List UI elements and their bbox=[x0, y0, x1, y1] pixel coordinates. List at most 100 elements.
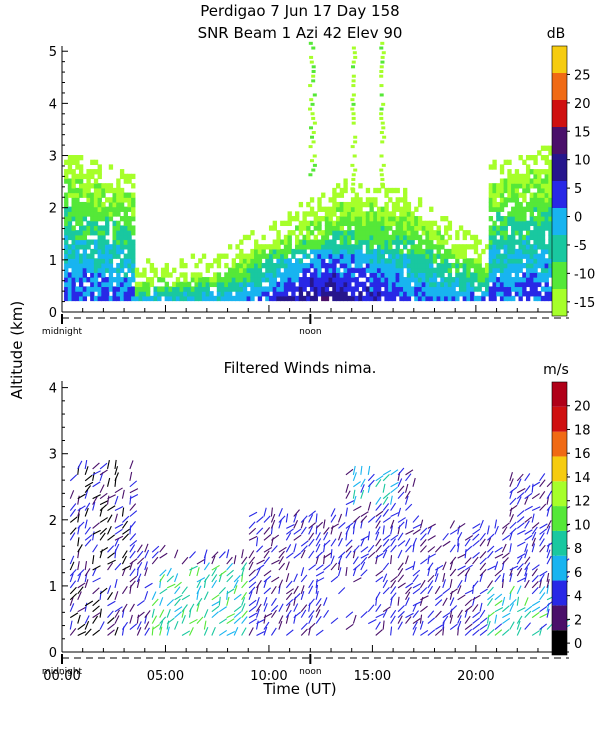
snr-cell bbox=[376, 187, 382, 194]
snr-cell bbox=[417, 244, 423, 250]
snr-cell bbox=[280, 286, 285, 292]
snr-cell bbox=[239, 295, 244, 302]
snr-cell bbox=[291, 286, 296, 292]
snr-cell bbox=[75, 244, 80, 250]
snr-cell bbox=[492, 286, 497, 292]
snr-cell bbox=[347, 262, 352, 269]
wind-barb bbox=[77, 505, 86, 512]
snr-cell bbox=[119, 248, 125, 255]
wind-barb bbox=[256, 516, 264, 523]
snr-cell bbox=[78, 234, 84, 241]
snr-cell bbox=[339, 187, 345, 194]
snr-cell bbox=[525, 220, 531, 227]
snr-cell bbox=[496, 230, 501, 236]
snr-cell bbox=[362, 211, 367, 217]
snr-cell bbox=[477, 277, 482, 283]
snr-cell bbox=[93, 295, 99, 302]
wind-barb bbox=[434, 629, 443, 636]
snr-cell bbox=[313, 258, 318, 264]
wind-barb bbox=[107, 585, 112, 595]
wind-barb bbox=[539, 578, 543, 589]
snr-cell bbox=[97, 197, 102, 203]
snr-cell bbox=[548, 225, 553, 231]
wind-barb bbox=[382, 620, 385, 630]
wind-barb bbox=[434, 573, 439, 583]
snr-cell bbox=[78, 291, 84, 297]
snr-cell bbox=[280, 281, 285, 288]
wind-barb bbox=[375, 576, 384, 583]
wind-barb bbox=[99, 517, 108, 523]
snr-cell bbox=[373, 220, 378, 227]
snr-cell bbox=[261, 277, 266, 283]
snr-cell bbox=[425, 244, 430, 250]
wind-barb bbox=[114, 459, 117, 469]
wind-barb bbox=[546, 555, 552, 565]
snr-cell bbox=[395, 206, 400, 212]
snr-cell bbox=[399, 281, 404, 288]
snr-cell bbox=[183, 281, 188, 288]
snr-cell bbox=[86, 277, 91, 283]
wind-barb bbox=[174, 549, 179, 559]
snr-cell bbox=[514, 248, 520, 255]
wind-barb bbox=[293, 585, 299, 595]
snr-cell bbox=[123, 291, 128, 297]
snr-cell bbox=[227, 267, 233, 273]
snr-cell bbox=[254, 267, 259, 273]
wind-barb bbox=[69, 527, 77, 535]
wind-barb bbox=[367, 516, 376, 523]
snr-cell bbox=[295, 248, 300, 255]
wind-barb bbox=[99, 484, 105, 493]
wind-barb bbox=[375, 570, 384, 577]
snr-cell bbox=[537, 173, 542, 180]
snr-cell bbox=[298, 291, 304, 297]
snr-cell bbox=[522, 197, 527, 203]
wind-barb bbox=[285, 609, 292, 618]
snr-cell bbox=[503, 244, 508, 250]
snr-cell bbox=[507, 281, 512, 288]
snr-cell bbox=[97, 164, 102, 170]
wind-barb bbox=[233, 605, 242, 613]
snr-cell bbox=[168, 272, 173, 278]
wind-barb bbox=[218, 629, 228, 636]
wind-barb bbox=[122, 528, 131, 535]
wind-barb bbox=[300, 549, 306, 559]
wind-barb bbox=[375, 604, 382, 612]
wind-barb bbox=[375, 544, 382, 553]
wind-barb bbox=[136, 557, 145, 565]
snr-cell bbox=[291, 272, 296, 278]
snr-cell bbox=[537, 295, 542, 302]
snr-cell bbox=[283, 253, 289, 259]
snr-cell bbox=[339, 230, 345, 236]
wind-barb bbox=[397, 562, 404, 571]
wind-barb bbox=[360, 489, 365, 499]
wind-barb bbox=[248, 535, 258, 541]
wind-barb bbox=[479, 623, 488, 630]
snr-cell bbox=[216, 291, 222, 297]
snr-cell bbox=[213, 281, 218, 288]
wind-barb bbox=[516, 620, 521, 630]
snr-cell bbox=[369, 258, 374, 264]
wind-barb bbox=[92, 501, 96, 511]
snr-cell bbox=[119, 239, 125, 245]
snr-cell bbox=[440, 286, 445, 292]
snr-cell bbox=[220, 253, 225, 259]
snr-cell bbox=[298, 239, 304, 245]
snr-cell bbox=[406, 262, 412, 269]
snr-cell bbox=[339, 248, 345, 255]
snr-cell bbox=[473, 262, 479, 269]
snr-cell bbox=[201, 295, 207, 302]
wind-barb bbox=[174, 621, 179, 630]
wind-barb bbox=[375, 479, 382, 488]
wind-barb bbox=[539, 503, 547, 511]
snr-cell bbox=[194, 281, 199, 288]
snr-cell bbox=[183, 272, 188, 278]
snr-cell bbox=[295, 277, 300, 283]
snr-cell bbox=[306, 295, 311, 302]
snr-cell bbox=[343, 262, 348, 269]
snr-cell bbox=[365, 239, 371, 245]
snr-cell bbox=[369, 291, 374, 297]
wind-barb bbox=[226, 549, 230, 559]
wind-barb bbox=[84, 507, 89, 517]
snr-cell bbox=[496, 253, 501, 259]
snr-cell bbox=[82, 277, 88, 283]
